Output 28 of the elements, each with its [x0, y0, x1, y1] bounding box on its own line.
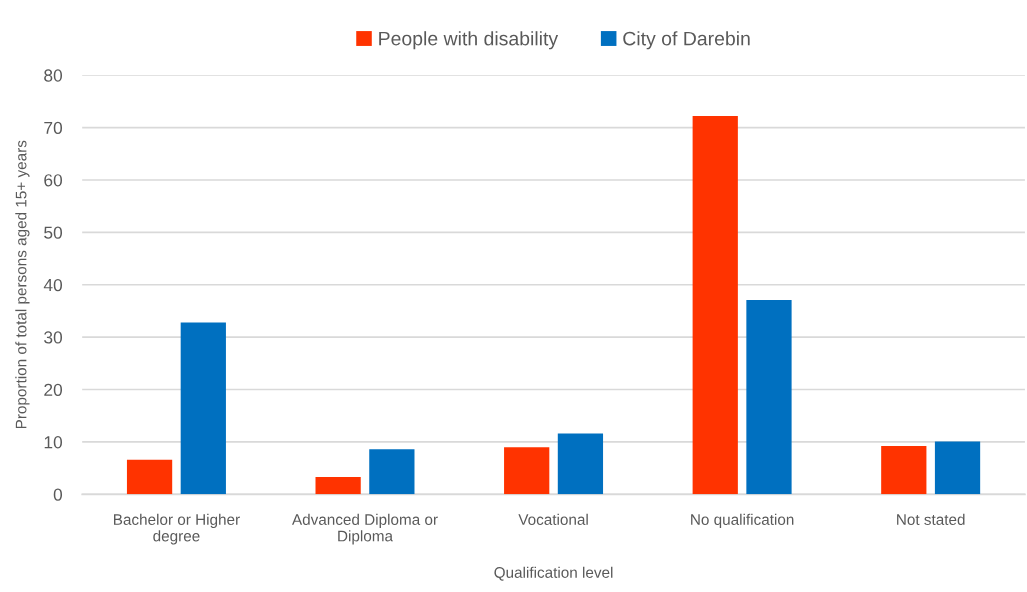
y-tick-label: 70: [44, 121, 63, 135]
bar: [557, 433, 604, 495]
y-tick-label: 0: [53, 488, 63, 501]
x-tick-label: Not stated: [897, 513, 965, 525]
y-tick-label: 60: [44, 174, 63, 187]
legend-label: City of Darebin: [623, 31, 750, 50]
y-tick-label: 20: [44, 383, 63, 396]
x-tick-label: Vocational: [518, 513, 588, 525]
y-tick-label: 50: [44, 226, 63, 239]
x-tick-label: Bachelor or Higher degree: [114, 513, 240, 545]
x-tick-label: Advanced Diploma or Diploma: [292, 513, 438, 545]
x-axis-title: Qualification level: [494, 566, 613, 581]
y-tick-label: 30: [44, 331, 63, 344]
bar: [369, 449, 415, 495]
y-axis-title: Proportion of total persons aged 15+ years: [15, 140, 30, 429]
y-tick-label: 40: [43, 278, 63, 292]
bar: [504, 447, 550, 495]
y-tick-label: 80: [44, 69, 63, 82]
x-tick-label: No qualification: [691, 513, 794, 529]
bar: [126, 459, 173, 495]
bar: [746, 299, 792, 495]
bar: [315, 477, 361, 495]
bar: [934, 441, 981, 495]
y-tick-label: 10: [44, 436, 63, 449]
bar: [692, 116, 738, 495]
bar: [180, 322, 226, 495]
legend-label: People with disability: [379, 31, 559, 50]
bar: [881, 446, 927, 495]
